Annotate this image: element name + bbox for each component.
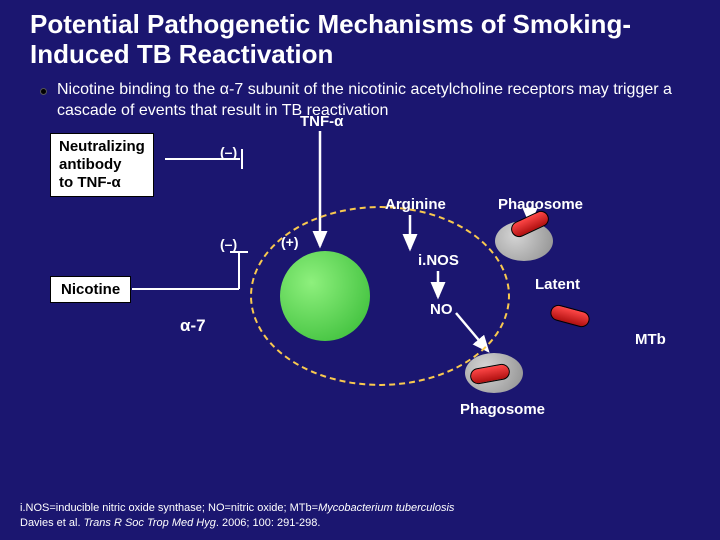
minus-label: (–) [220,144,237,160]
tnf-label: TNF-α [300,113,343,130]
bullet-text: Nicotine binding to the α-7 subunit of t… [57,80,690,122]
footnote-text: Davies et al. [20,517,84,529]
arginine-label: Arginine [385,196,446,213]
bullet-dot [40,88,47,95]
diagram-area: Neutralizing antibody to TNF-α Nicotine … [0,121,720,451]
antibody-line1: Neutralizing [59,138,145,155]
footnote-text: i.NOS=inducible nitric oxide synthase; N… [20,502,318,514]
antibody-line2: antibody [59,156,122,173]
phagosome-label: Phagosome [460,401,545,418]
inos-label: i.NOS [418,252,459,269]
antibody-box: Neutralizing antibody to TNF-α [50,133,154,197]
footnote-italic: Mycobacterium tuberculosis [318,502,454,514]
footnote: i.NOS=inducible nitric oxide synthase; N… [20,501,454,530]
slide-title: Potential Pathogenetic Mechanisms of Smo… [0,0,720,74]
alpha7-label: α-7 [180,316,206,336]
mtb-label: MTb [635,331,666,348]
footnote-italic: Trans R Soc Trop Med Hyg [84,517,216,529]
plus-label: (+) [281,234,299,250]
footnote-text: . 2006; 100: 291-298. [216,517,321,529]
nicotine-box: Nicotine [50,276,131,303]
minus-label: (–) [220,236,237,252]
bullet-row: Nicotine binding to the α-7 subunit of t… [0,74,720,122]
cell-nucleus [280,251,370,341]
latent-label: Latent [535,276,580,293]
phagosome-label: Phagosome [498,196,583,213]
no-label: NO [430,301,453,318]
antibody-line3: to TNF-α [59,174,121,191]
